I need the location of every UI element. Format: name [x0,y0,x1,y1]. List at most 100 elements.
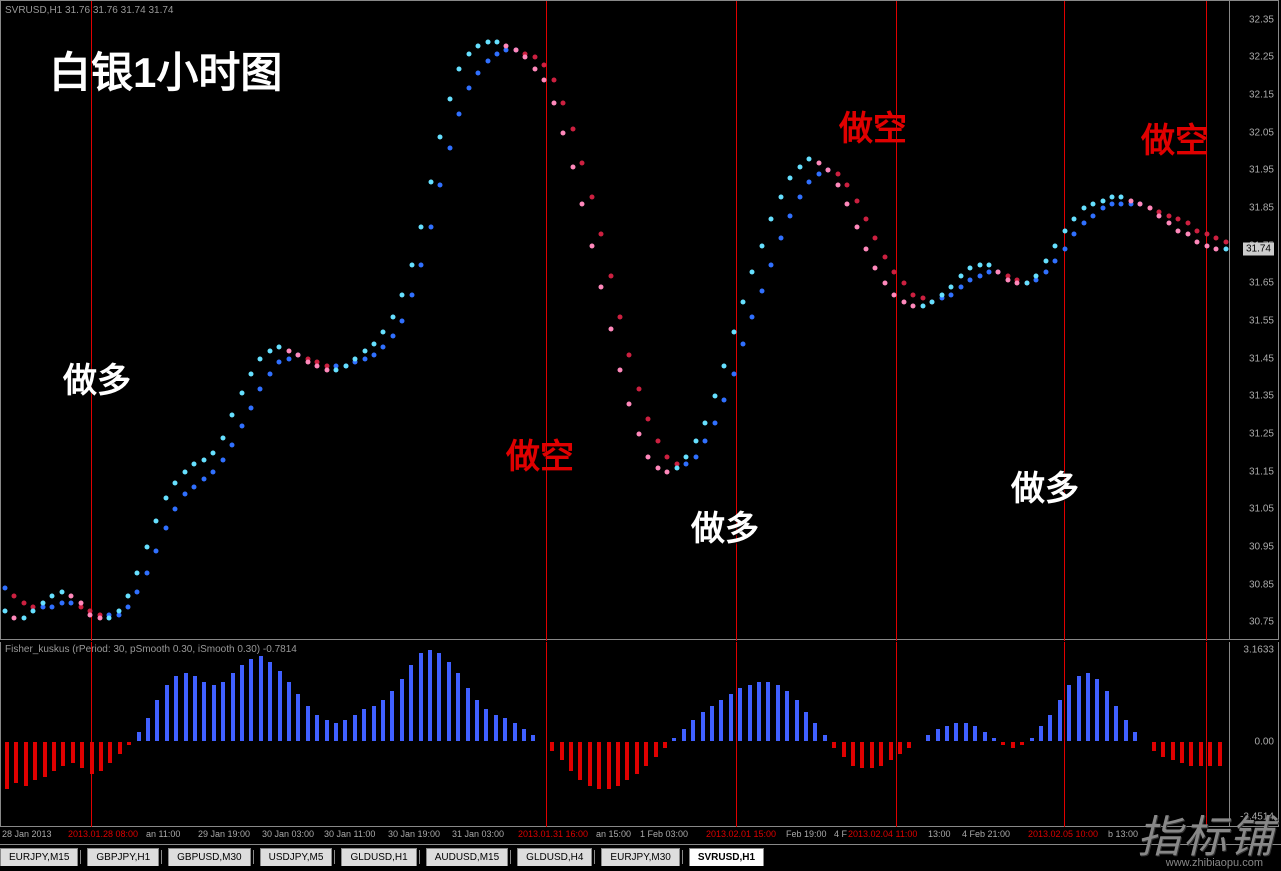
price-dot [1223,239,1228,244]
symbol-tabs: EURJPY,M15 GBPJPY,H1 GBPUSD,M30 USDJPY,M5 GL… [0,846,764,868]
price-dot [797,194,802,199]
price-dot [627,401,632,406]
symbol-tab[interactable]: GBPJPY,H1 [87,848,159,866]
time-tick: 13:00 [928,829,951,839]
price-dot [1053,243,1058,248]
time-tick: 2013.02.01 15:00 [706,829,776,839]
price-dot [31,608,36,613]
indicator-bar [1114,706,1118,741]
price-dot [826,168,831,173]
price-tick: 31.15 [1249,466,1274,477]
price-dot [296,352,301,357]
price-dot [353,356,358,361]
time-tick: 31 Jan 03:00 [452,829,504,839]
price-dot [655,465,660,470]
watermark-url: www.zhibiaopu.com [1166,857,1263,869]
symbol-tab[interactable]: EURJPY,M15 [0,848,78,866]
indicator-bar [860,742,864,768]
symbol-tab[interactable]: GLDUSD,H1 [341,848,416,866]
signal-vline [896,642,897,827]
indicator-bar [879,742,883,766]
indicator-bar [936,729,940,741]
indicator-bar [738,688,742,741]
indicator-bar [1199,742,1203,766]
price-dot [636,386,641,391]
indicator-bar [165,685,169,741]
price-dot [69,593,74,598]
price-dot [419,262,424,267]
indicator-bar [870,742,874,768]
indicator-bar [24,742,28,786]
price-dot [21,601,26,606]
price-dot [239,424,244,429]
symbol-tab[interactable]: GLDUSD,H4 [517,848,592,866]
price-dot [220,435,225,440]
price-dot [693,454,698,459]
symbol-tab[interactable]: GBPUSD,M30 [168,848,250,866]
price-dot [457,111,462,116]
price-dot [135,571,140,576]
price-dot [882,255,887,260]
tab-separator [253,850,258,864]
price-dot [1015,281,1020,286]
price-dot [542,63,547,68]
price-dot [703,439,708,444]
symbol-tab[interactable]: AUDUSD,M15 [426,848,508,866]
symbol-tab[interactable]: EURJPY,M30 [601,848,679,866]
time-tick: Feb 19:00 [786,829,827,839]
price-dot [428,224,433,229]
indicator-bar [1020,742,1024,745]
indicator-bar [560,742,564,760]
indicator-bar [635,742,639,774]
indicator-bar [108,742,112,763]
indicator-bar [907,742,911,748]
price-dot [1138,202,1143,207]
price-dot [1128,198,1133,203]
fisher-indicator[interactable]: Fisher_kuskus (rPeriod: 30, pSmooth 0.30… [0,642,1230,827]
indicator-bar [484,709,488,741]
price-dot [1081,206,1086,211]
price-dot [88,612,93,617]
price-dot [409,292,414,297]
indicator-bar [663,742,667,748]
indicator-bar [118,742,122,754]
price-dot [788,213,793,218]
price-chart[interactable]: SVRUSD,H1 31.76 31.76 31.74 31.74 白银1小时图… [0,0,1230,640]
indicator-bar [1077,676,1081,741]
indicator-bar [964,723,968,741]
price-dot [627,352,632,357]
time-tick: 30 Jan 11:00 [324,829,375,839]
price-dot [343,364,348,369]
chart-title-annotation: 白银1小时图 [49,39,282,100]
indicator-bar [353,715,357,741]
symbol-timeframe: SVRUSD,H1 [5,5,62,16]
indicator-bar [184,673,188,741]
signal-annotation-short: 做空 [1141,113,1209,162]
price-dot [126,605,131,610]
price-dot [286,349,291,354]
price-dot [40,601,45,606]
indicator-bar [1105,691,1109,741]
indicator-bar [249,659,253,741]
price-tick: 31.25 [1249,428,1274,439]
price-tick: 30.95 [1249,541,1274,552]
symbol-tab[interactable]: USDJPY,M5 [260,848,333,866]
price-dot [1110,202,1115,207]
price-dot [1062,228,1067,233]
symbol-tab[interactable]: SVRUSD,H1 [689,848,764,866]
price-dot [892,292,897,297]
indicator-bar [842,742,846,757]
indicator-bar [306,706,310,741]
price-y-axis: 32.3532.2532.1532.0531.9531.8531.7531.65… [1230,0,1279,640]
price-dot [731,330,736,335]
indicator-bar [5,742,9,789]
indicator-bar [945,726,949,741]
indicator-bar [889,742,893,760]
indicator-bar [174,676,178,741]
price-dot [315,364,320,369]
price-dot [996,270,1001,275]
price-dot [163,526,168,531]
indicator-bar [419,653,423,741]
indicator-bar [701,712,705,741]
indicator-bar [315,715,319,741]
